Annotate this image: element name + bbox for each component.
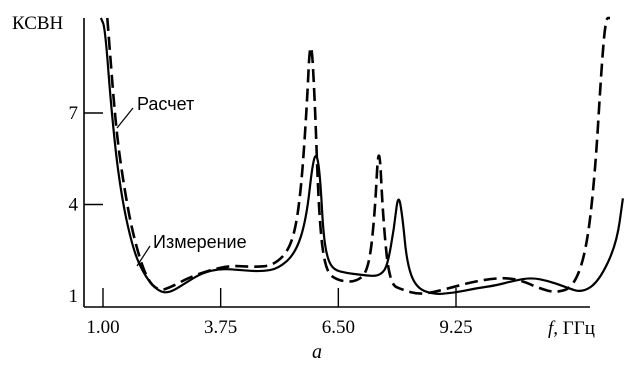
series-layer bbox=[99, 16, 624, 295]
series-line-measured bbox=[99, 17, 624, 295]
subfigure-label: а bbox=[312, 341, 322, 363]
series-line-calculated bbox=[106, 16, 610, 295]
annotation-measured: Измерение bbox=[153, 232, 247, 252]
ticks: 1.00 3.75 6.50 9.25 1 4 7 bbox=[69, 103, 473, 338]
annotation-measured-leader bbox=[136, 245, 151, 267]
annotation-calculated-leader bbox=[116, 107, 134, 129]
annotation-calculated: Расчет bbox=[137, 94, 194, 114]
x-tick-label: 6.50 bbox=[322, 317, 355, 338]
x-tick-label: 1.00 bbox=[86, 317, 119, 338]
y-tick-label: 1 bbox=[69, 286, 79, 307]
x-axis-label-unit: , ГГц bbox=[553, 318, 595, 339]
y-axis-label: КСВН bbox=[12, 13, 64, 34]
y-tick-label: 4 bbox=[69, 195, 79, 216]
x-tick-label: 9.25 bbox=[439, 317, 472, 338]
y-tick-label: 7 bbox=[69, 103, 79, 124]
x-axis-label: f, ГГц bbox=[548, 318, 595, 339]
axes bbox=[83, 18, 590, 308]
x-tick-label: 3.75 bbox=[204, 317, 237, 338]
x-axis-label-var: f bbox=[548, 318, 556, 339]
